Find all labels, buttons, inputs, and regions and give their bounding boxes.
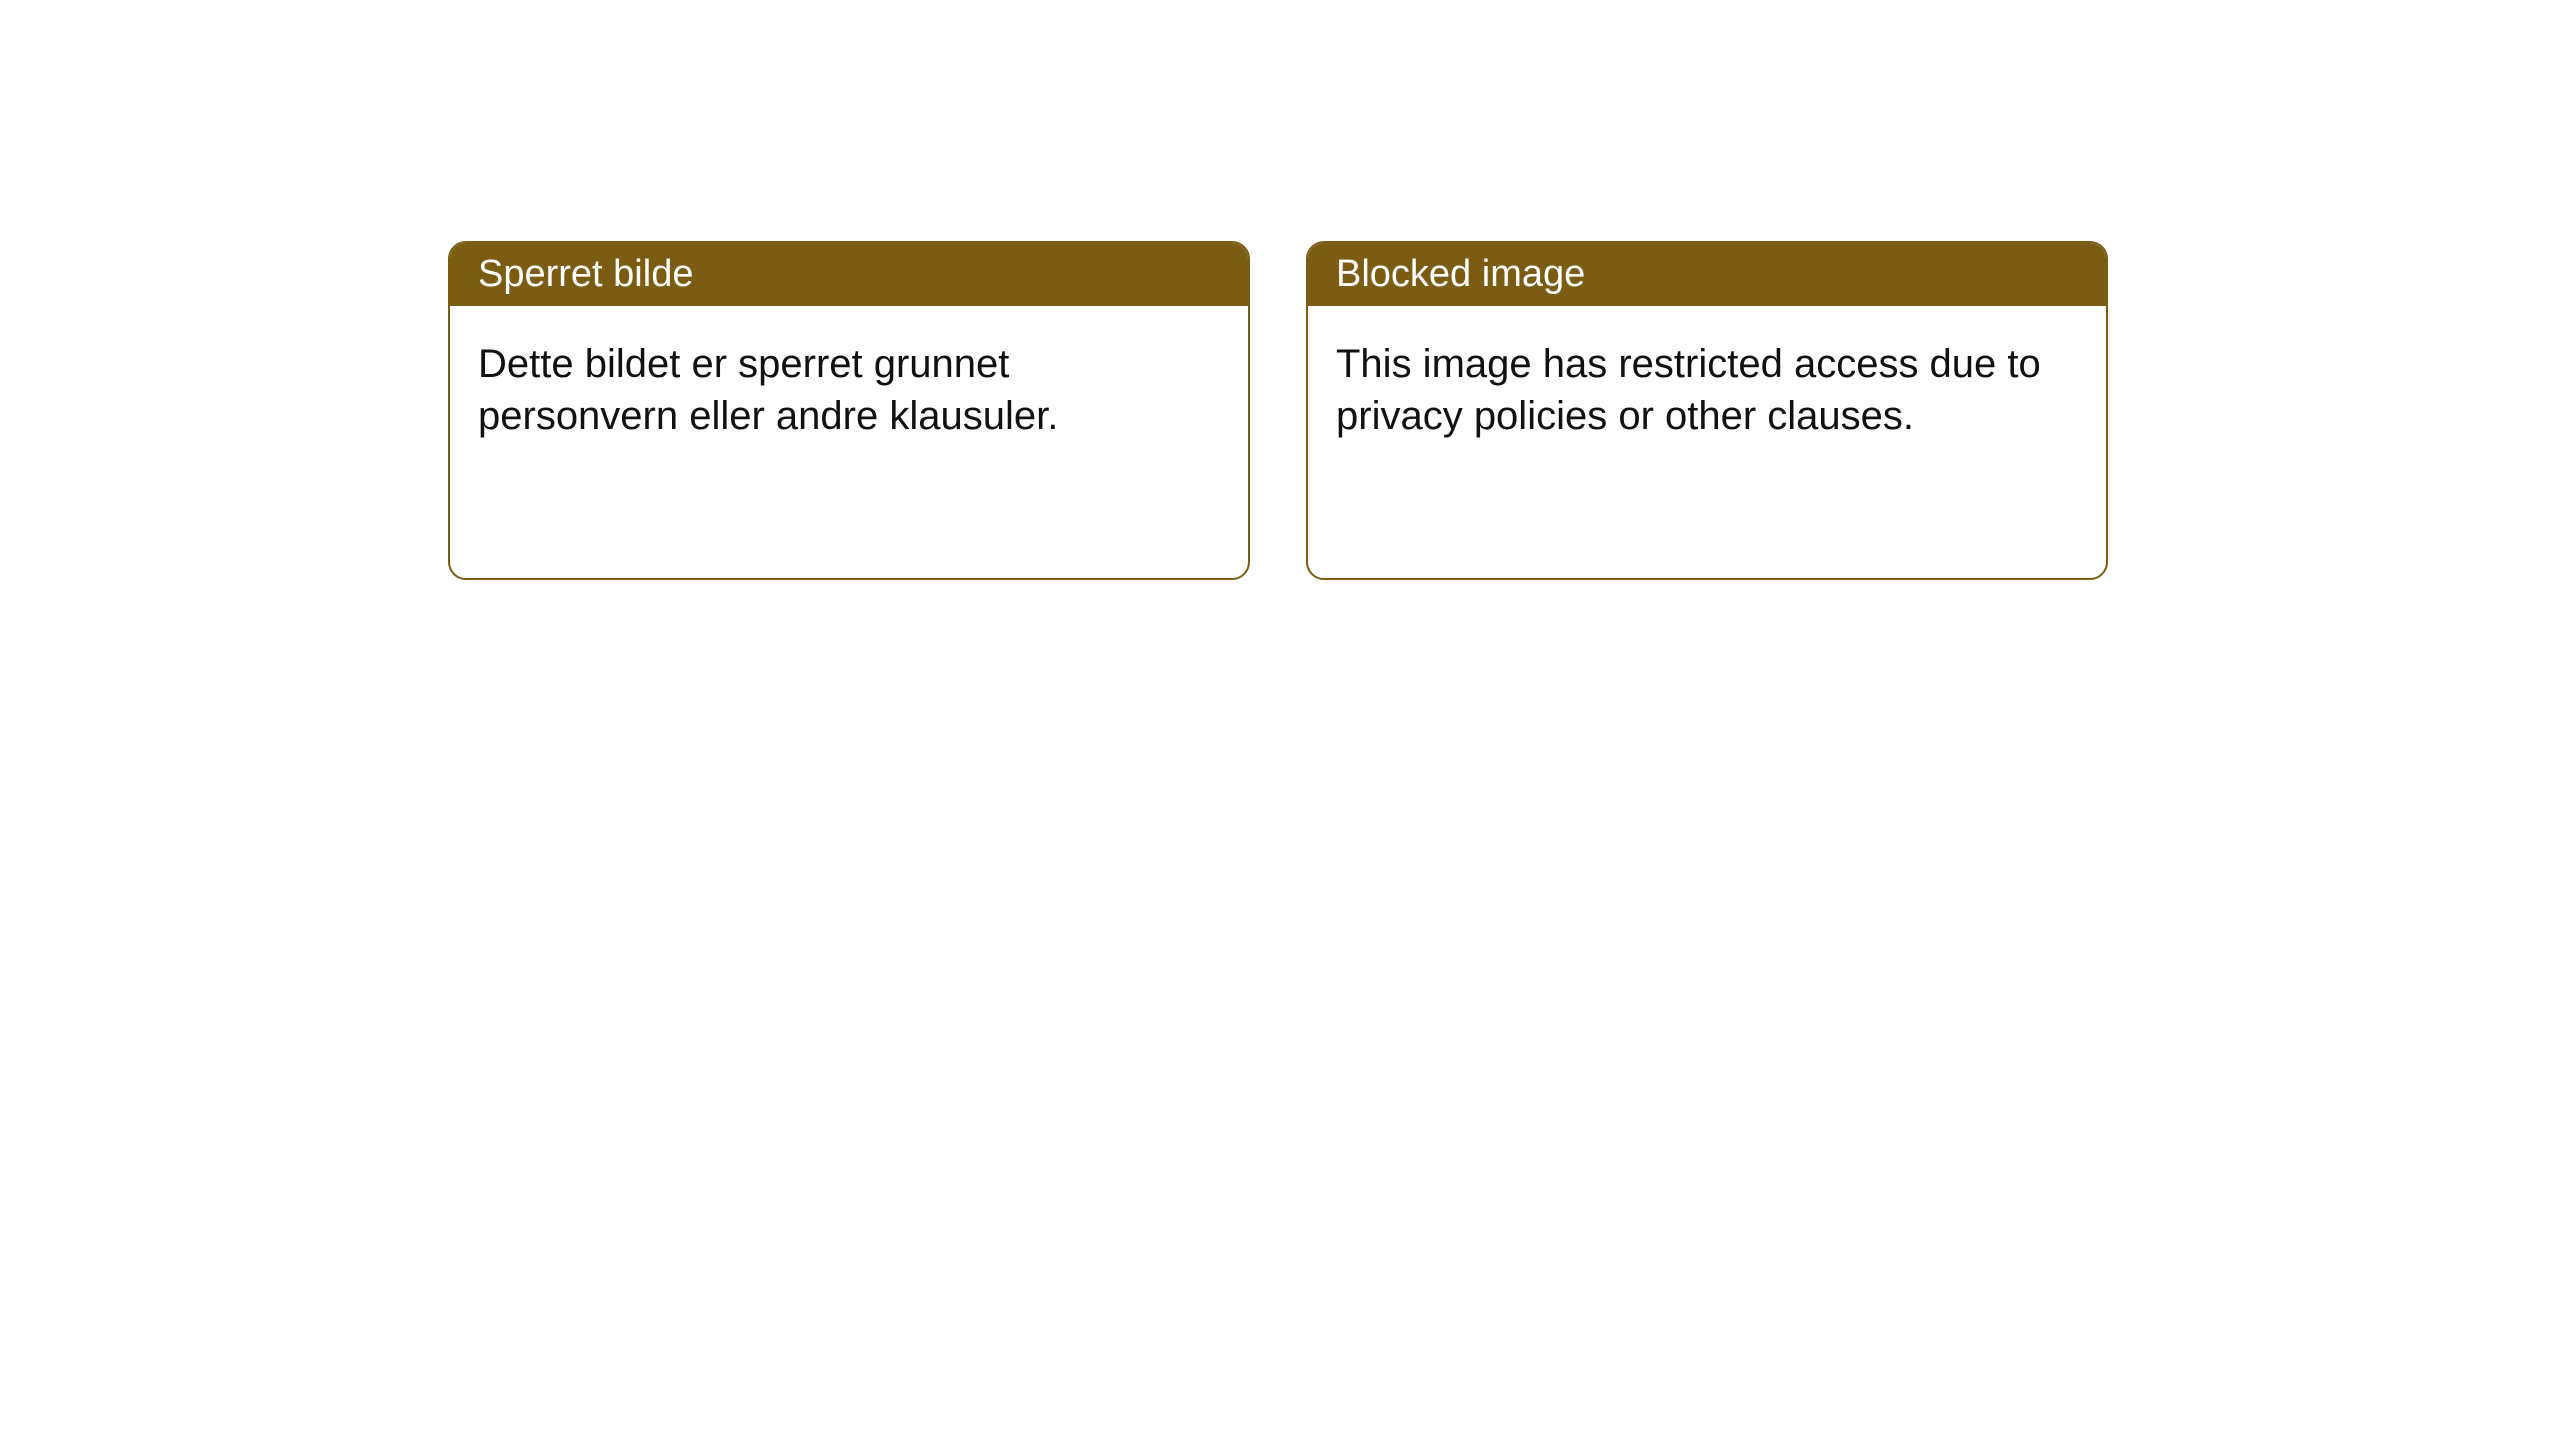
notice-body: Dette bildet er sperret grunnet personve… (450, 306, 1248, 578)
notice-header: Blocked image (1308, 243, 2106, 306)
blocked-image-notices: Sperret bilde Dette bildet er sperret gr… (448, 241, 2108, 580)
notice-body: This image has restricted access due to … (1308, 306, 2106, 578)
notice-header: Sperret bilde (450, 243, 1248, 306)
notice-title: Sperret bilde (478, 253, 693, 295)
notice-body-text: This image has restricted access due to … (1336, 342, 2041, 438)
notice-body-text: Dette bildet er sperret grunnet personve… (478, 342, 1058, 438)
notice-card-english: Blocked image This image has restricted … (1306, 241, 2108, 580)
notice-card-norwegian: Sperret bilde Dette bildet er sperret gr… (448, 241, 1250, 580)
notice-title: Blocked image (1336, 253, 1585, 295)
